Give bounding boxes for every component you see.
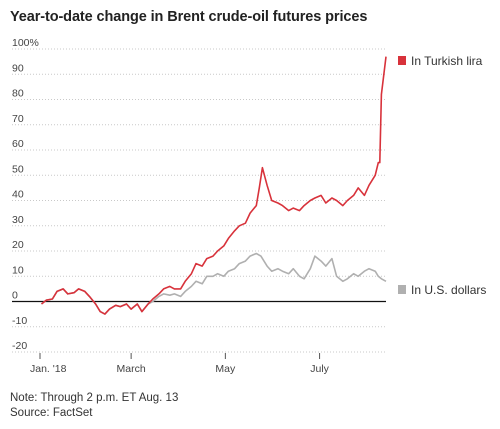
y-tick-label: 100% [12,37,39,49]
footnote: Note: Through 2 p.m. ET Aug. 13 [10,392,179,404]
x-tick-label: July [310,363,329,375]
legend-label: In U.S. dollars [411,283,486,297]
y-axis-tick-labels: 100% 90 80 70 60 50 40 30 20 10 0 -10 -20 [12,37,39,352]
y-tick-label: 90 [12,62,24,74]
y-tick-label: 30 [12,214,24,226]
y-tick-label: 80 [12,88,24,100]
x-axis-ticks: Jan. '18 March May July [30,353,330,375]
x-tick-label: March [117,363,146,375]
y-tick-label: 40 [12,189,24,201]
x-tick-label: May [215,363,236,375]
y-tick-label: 20 [12,239,24,251]
y-tick-label: 50 [12,163,24,175]
legend-swatch [398,285,406,294]
y-tick-label: 0 [12,290,18,302]
source-line: Source: FactSet [10,407,93,419]
y-tick-label: 10 [12,264,24,276]
series-line-in-u-s-dollars [40,252,387,315]
y-tick-label: 70 [12,113,24,125]
series-legend: In Turkish lira In U.S. dollars [398,54,486,297]
y-tick-label: 60 [12,138,24,150]
series-lines [40,56,387,315]
y-tick-label: -10 [12,315,27,327]
legend-swatch [398,56,406,65]
gridlines [12,48,386,353]
series-line-in-turkish-lira [40,56,387,315]
x-tick-label: Jan. '18 [30,363,67,375]
y-tick-label: -20 [12,340,27,352]
chart-title: Year-to-date change in Brent crude-oil f… [10,9,368,25]
legend-label: In Turkish lira [411,54,483,68]
